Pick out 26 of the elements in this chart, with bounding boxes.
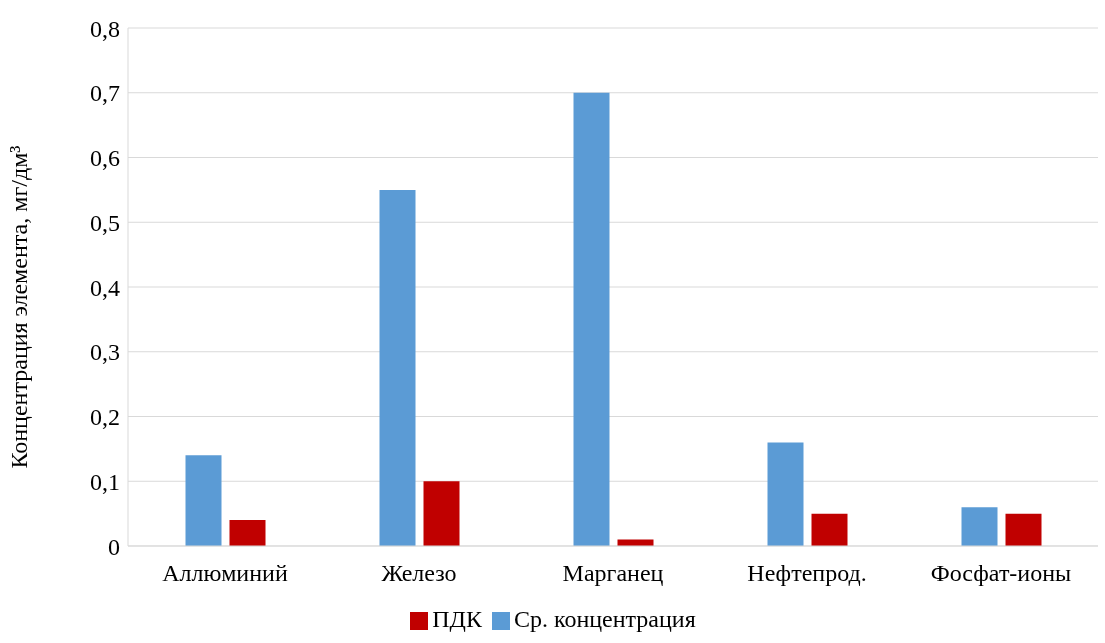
y-axis-title: Концентрация элемента, мг/дм³ — [5, 145, 32, 469]
y-tick-label: 0 — [108, 533, 120, 560]
bar — [1005, 513, 1042, 546]
legend-label: ПДК — [432, 606, 482, 632]
x-tick-label: Аллюминий — [162, 560, 288, 587]
y-tick-label: 0,7 — [90, 80, 120, 107]
bar — [423, 481, 460, 546]
bar — [961, 507, 998, 546]
x-tick-label: Нефтепрод. — [747, 560, 867, 587]
y-tick-label: 0,5 — [90, 209, 120, 236]
y-tick-label: 0,8 — [90, 15, 120, 42]
x-tick-label: Фосфат-ионы — [930, 560, 1072, 587]
legend-label: Ср. концентрация — [513, 606, 696, 632]
y-tick-label: 0,6 — [90, 145, 120, 172]
bar — [229, 520, 266, 546]
bar — [573, 92, 610, 546]
y-tick-label: 0,1 — [90, 468, 120, 495]
y-tick-label: 0,3 — [90, 339, 120, 366]
bar — [185, 455, 222, 546]
y-tick-label: 0,4 — [90, 274, 120, 301]
bar — [767, 442, 804, 546]
x-tick-label: Железо — [381, 560, 457, 587]
x-tick-label: Марганец — [562, 560, 664, 587]
y-tick-label: 0,2 — [90, 404, 120, 431]
bar — [811, 513, 848, 546]
bar — [379, 189, 416, 546]
